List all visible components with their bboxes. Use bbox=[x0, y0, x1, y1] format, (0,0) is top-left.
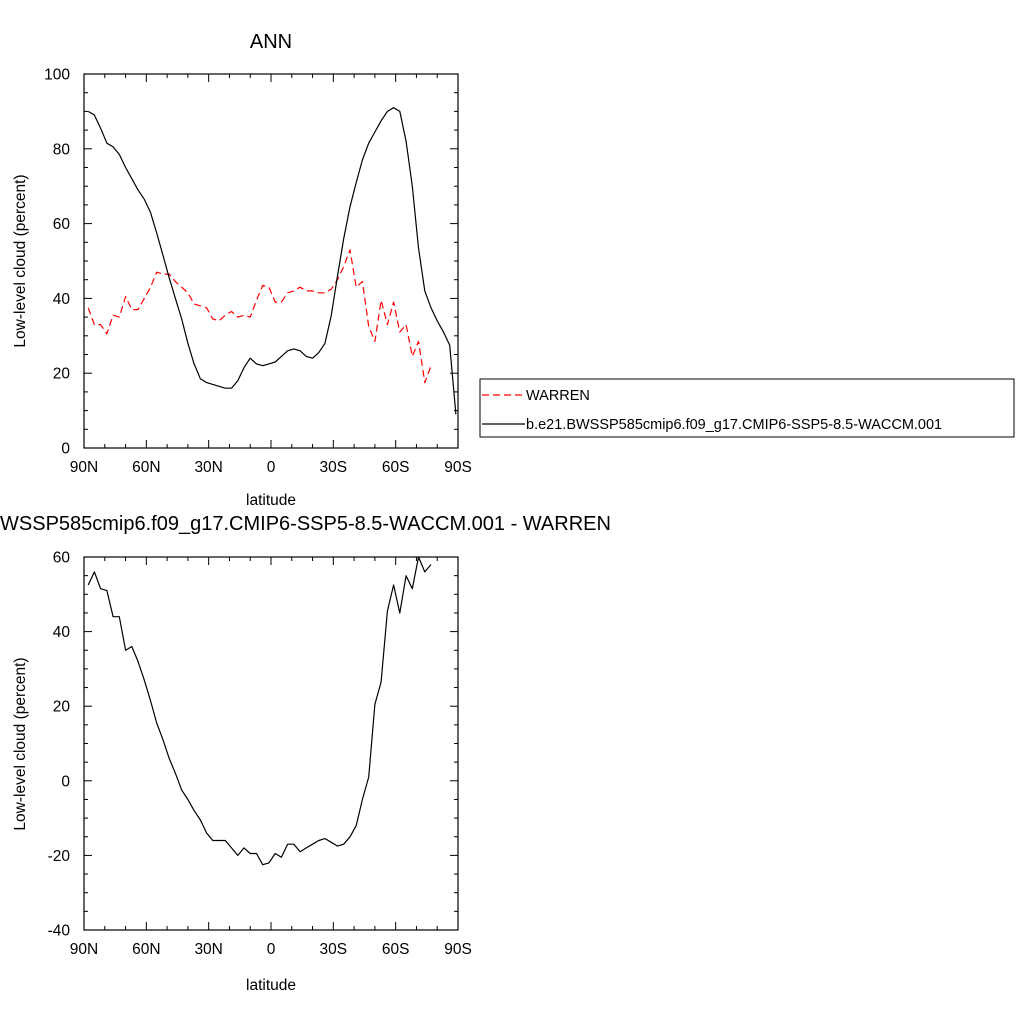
top-y-tick-label: 60 bbox=[53, 216, 71, 233]
bottom-x-tick-label: 30S bbox=[320, 941, 348, 958]
top-y-tick-label: 80 bbox=[53, 141, 71, 158]
top-plot-frame bbox=[83, 73, 459, 449]
bottom-y-tick-label: -40 bbox=[48, 923, 71, 940]
top-x-axis-label: latitude bbox=[246, 492, 296, 509]
top-series-line-warren bbox=[87, 249, 432, 384]
top-x-tick-label: 90N bbox=[70, 459, 98, 476]
top-x-tick-label: 90S bbox=[444, 459, 472, 476]
bottom-y-tick-label: 60 bbox=[53, 550, 71, 567]
legend-box bbox=[479, 378, 1015, 438]
top-x-tick-label: 30S bbox=[320, 459, 348, 476]
top-series-line-model bbox=[87, 107, 457, 415]
top-y-tick-label: 20 bbox=[53, 366, 71, 383]
top-x-tick-label: 0 bbox=[267, 459, 276, 476]
bottom-plot-frame bbox=[83, 556, 459, 931]
legend-label-warren: WARREN bbox=[526, 388, 590, 404]
bottom-x-tick-label: 90S bbox=[444, 941, 472, 958]
bottom-x-tick-label: 60N bbox=[132, 941, 160, 958]
top-x-tick-label: 60S bbox=[382, 459, 410, 476]
bottom-y-tick-label: 20 bbox=[53, 699, 71, 716]
top-panel: ANN 90N 60N 30N 0 30S 60S 90S 0 20 40 60 80 100 lati… bbox=[12, 31, 1015, 509]
bottom-y-tick-label: -20 bbox=[48, 848, 71, 865]
top-x-tick-label: 60N bbox=[132, 459, 160, 476]
bottom-x-tick-label: 60S bbox=[382, 941, 410, 958]
top-y-axis-label: Low-level cloud (percent) bbox=[12, 174, 29, 347]
top-y-tick-label: 40 bbox=[53, 291, 71, 308]
bottom-y-tick-label: 40 bbox=[53, 624, 71, 641]
bottom-chart-title: b.e21.BWSSP585cmip6.f09_g17.CMIP6-SSP5-8… bbox=[0, 513, 611, 535]
bottom-x-axis-label: latitude bbox=[246, 977, 296, 994]
legend: WARREN b.e21.BWSSP585cmip6.f09_g17.CMIP6… bbox=[479, 378, 1015, 438]
top-plot-area: 90N 60N 30N 0 30S 60S 90S 0 20 40 60 80 100 bbox=[44, 67, 472, 477]
legend-label-model: b.e21.BWSSP585cmip6.f09_g17.CMIP6-SSP5-8… bbox=[526, 417, 942, 433]
bottom-plot-area: 90N 60N 30N 0 30S 60S 90S -40 -20 0 20 40 60 bbox=[48, 550, 472, 959]
bottom-series-line-model bbox=[87, 556, 432, 866]
bottom-x-tick-label: 30N bbox=[194, 941, 222, 958]
bottom-x-tick-label: 0 bbox=[267, 941, 276, 958]
top-x-tick-label: 30N bbox=[194, 459, 222, 476]
top-chart-title: ANN bbox=[250, 31, 292, 53]
top-y-tick-label: 0 bbox=[61, 441, 70, 458]
bottom-y-axis-label: Low-level cloud (percent) bbox=[12, 657, 29, 830]
top-y-tick-label: 100 bbox=[44, 67, 70, 84]
bottom-panel: b.e21.BWSSP585cmip6.f09_g17.CMIP6-SSP5-8… bbox=[0, 513, 611, 994]
bottom-x-tick-label: 90N bbox=[70, 941, 98, 958]
bottom-y-tick-label: 0 bbox=[61, 773, 70, 790]
